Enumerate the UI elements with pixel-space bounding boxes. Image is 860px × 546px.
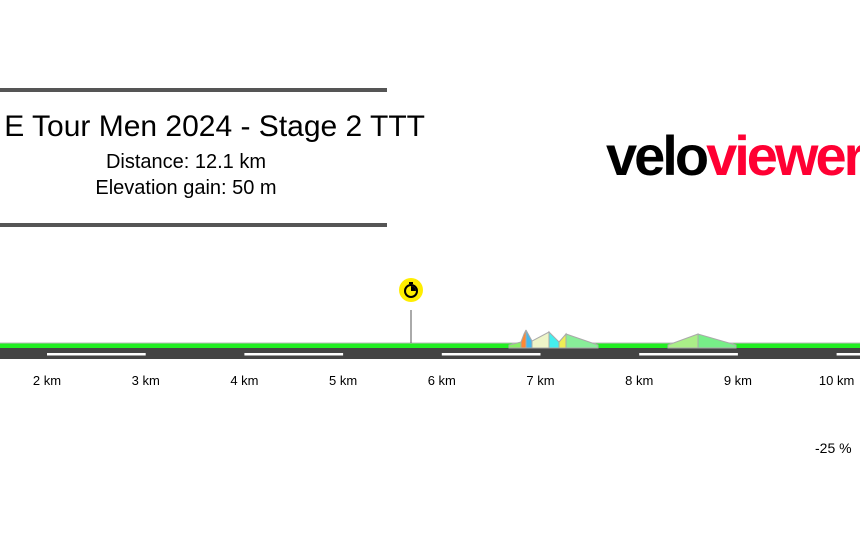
road-dash — [639, 353, 738, 356]
veloviewer-logo: veloviewer — [606, 128, 860, 184]
x-tick-label: 6 km — [428, 373, 456, 388]
climb-segments — [508, 329, 737, 349]
x-tick-label: 10 km — [819, 373, 854, 388]
x-tick-label: 5 km — [329, 373, 357, 388]
logo-viewer: viewer — [706, 124, 860, 187]
stopwatch-icon — [399, 278, 423, 302]
climb-segment — [667, 333, 699, 349]
climb-segment — [520, 329, 527, 349]
climb-segment — [697, 333, 737, 349]
road-dash — [836, 353, 860, 356]
stage-title: E Tour Men 2024 - Stage 2 TTT — [4, 110, 425, 143]
climb-segment — [558, 332, 567, 349]
road-dash — [244, 353, 344, 356]
road-dash — [47, 353, 146, 356]
title-bottom-rule — [0, 223, 387, 227]
x-tick-label: 9 km — [724, 373, 752, 388]
x-tick-label: 7 km — [526, 373, 554, 388]
x-tick-label: 3 km — [132, 373, 160, 388]
climb-segment — [548, 330, 560, 349]
climb-segment — [525, 329, 533, 349]
climb-segment — [565, 333, 599, 349]
x-tick-label: 8 km — [625, 373, 653, 388]
elevation-gain-label: Elevation gain: 50 m — [95, 177, 277, 199]
x-tick-label: 4 km — [230, 373, 258, 388]
profile-flat-fill — [0, 343, 860, 348]
distance-label: Distance: 12.1 km — [105, 151, 267, 173]
climb-segment — [531, 331, 550, 349]
gradient-legend-label: -25 % — [815, 440, 852, 456]
x-tick-label: 2 km — [33, 373, 61, 388]
title-top-rule — [0, 88, 387, 92]
road-dash — [441, 353, 541, 356]
logo-velo: velo — [606, 124, 709, 187]
road-band — [0, 348, 860, 359]
